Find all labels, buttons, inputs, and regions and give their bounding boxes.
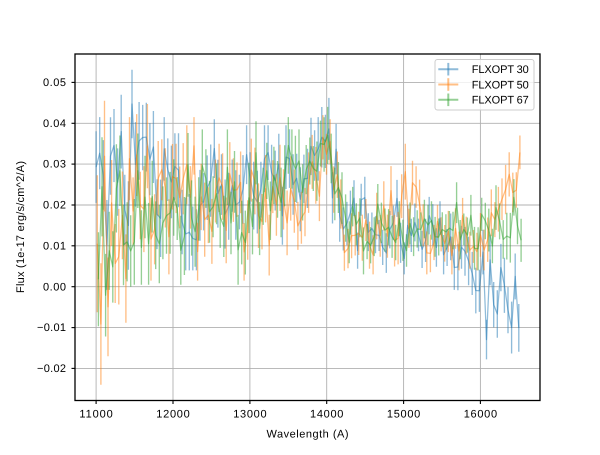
svg-text:−0.02: −0.02: [37, 363, 66, 375]
svg-text:Wavelength (A): Wavelength (A): [267, 429, 349, 441]
svg-text:14000: 14000: [310, 409, 343, 421]
svg-text:Flux (1e-17 erg/s/cm^2/A): Flux (1e-17 erg/s/cm^2/A): [15, 161, 27, 293]
svg-text:11000: 11000: [79, 409, 112, 421]
svg-text:13000: 13000: [233, 409, 266, 421]
svg-text:FLXOPT 30: FLXOPT 30: [472, 64, 529, 76]
svg-text:0.00: 0.00: [43, 281, 66, 293]
svg-text:12000: 12000: [156, 409, 189, 421]
svg-text:0.02: 0.02: [43, 200, 66, 212]
svg-text:FLXOPT 67: FLXOPT 67: [472, 95, 529, 107]
svg-text:15000: 15000: [387, 409, 420, 421]
svg-text:0.03: 0.03: [43, 159, 66, 171]
svg-text:−0.01: −0.01: [37, 322, 66, 334]
svg-text:0.01: 0.01: [43, 240, 66, 252]
svg-text:0.04: 0.04: [43, 118, 66, 130]
svg-text:FLXOPT 50: FLXOPT 50: [472, 79, 529, 91]
svg-text:16000: 16000: [464, 409, 497, 421]
svg-text:0.05: 0.05: [43, 77, 66, 89]
